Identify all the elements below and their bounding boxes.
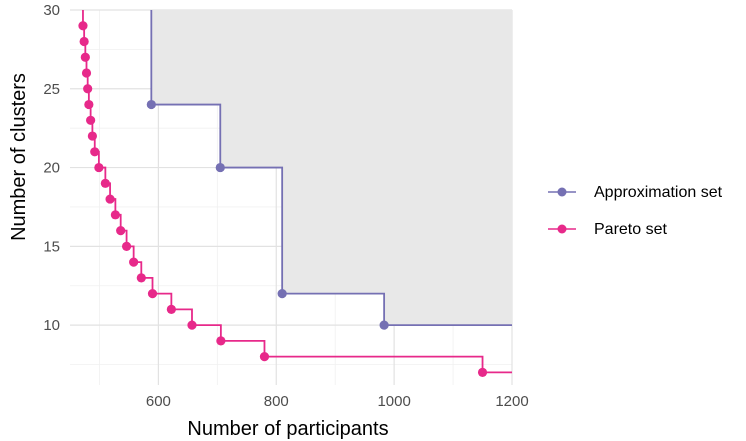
- data-point-pareto-set: [216, 336, 226, 346]
- data-point-pareto-set: [147, 289, 158, 299]
- series-approximation-set: [146, 10, 512, 330]
- legend-label-pareto-set: Pareto set: [594, 221, 667, 238]
- dominated-region: [151, 10, 512, 326]
- data-point-pareto-set: [100, 178, 110, 188]
- data-point-pareto-set: [187, 320, 197, 330]
- data-point-pareto-set: [86, 115, 96, 125]
- data-point-pareto-set: [477, 367, 488, 377]
- data-point-pareto-set: [81, 68, 92, 78]
- series-line-approximation-set: [150, 10, 512, 327]
- x-tick-label: 600: [146, 393, 171, 410]
- series-pareto-set: [78, 10, 512, 377]
- x-tick-label: 1000: [377, 393, 410, 410]
- data-point-pareto-set: [84, 99, 94, 110]
- data-point-pareto-set: [129, 257, 139, 267]
- x-axis-title: Number of participants: [187, 418, 388, 440]
- data-point-approximation-set: [277, 289, 287, 299]
- data-point-pareto-set: [80, 52, 90, 62]
- legend-dot-pareto-set: [557, 224, 567, 234]
- legend: Approximation set Pareto set: [548, 184, 723, 238]
- series-layer: [78, 10, 512, 377]
- data-point-pareto-set: [116, 225, 126, 236]
- data-point-pareto-set: [87, 131, 97, 141]
- y-axis-title: Number of clusters: [8, 73, 30, 241]
- data-point-pareto-set: [259, 352, 270, 362]
- data-point-pareto-set: [121, 241, 132, 251]
- data-point-pareto-set: [90, 147, 100, 157]
- y-tick-label: 10: [43, 317, 60, 334]
- y-tick-label: 20: [43, 160, 60, 177]
- data-point-pareto-set: [78, 21, 88, 31]
- tick-labels: 600 800 1000 1200 10 15 20 25 30: [43, 2, 528, 410]
- x-tick-label: 1200: [495, 393, 528, 410]
- legend-label-approximation-set: Approximation set: [594, 184, 723, 201]
- data-point-pareto-set: [105, 194, 115, 204]
- data-point-pareto-set: [79, 36, 89, 47]
- x-tick-label: 800: [264, 393, 289, 410]
- data-point-pareto-set: [166, 304, 176, 314]
- data-point-approximation-set: [215, 162, 225, 173]
- legend-item-pareto-set: Pareto set: [548, 221, 667, 238]
- y-tick-label: 30: [43, 2, 60, 19]
- data-point-pareto-set: [136, 273, 146, 283]
- y-tick-label: 15: [43, 238, 60, 255]
- legend-dot-approximation-set: [557, 187, 567, 197]
- data-point-pareto-set: [110, 210, 120, 220]
- data-point-approximation-set: [379, 320, 389, 330]
- legend-item-approximation-set: Approximation set: [548, 184, 723, 201]
- data-point-approximation-set: [146, 99, 156, 110]
- data-point-pareto-set: [83, 84, 93, 94]
- data-point-pareto-set: [94, 162, 104, 173]
- y-tick-label: 25: [43, 81, 60, 98]
